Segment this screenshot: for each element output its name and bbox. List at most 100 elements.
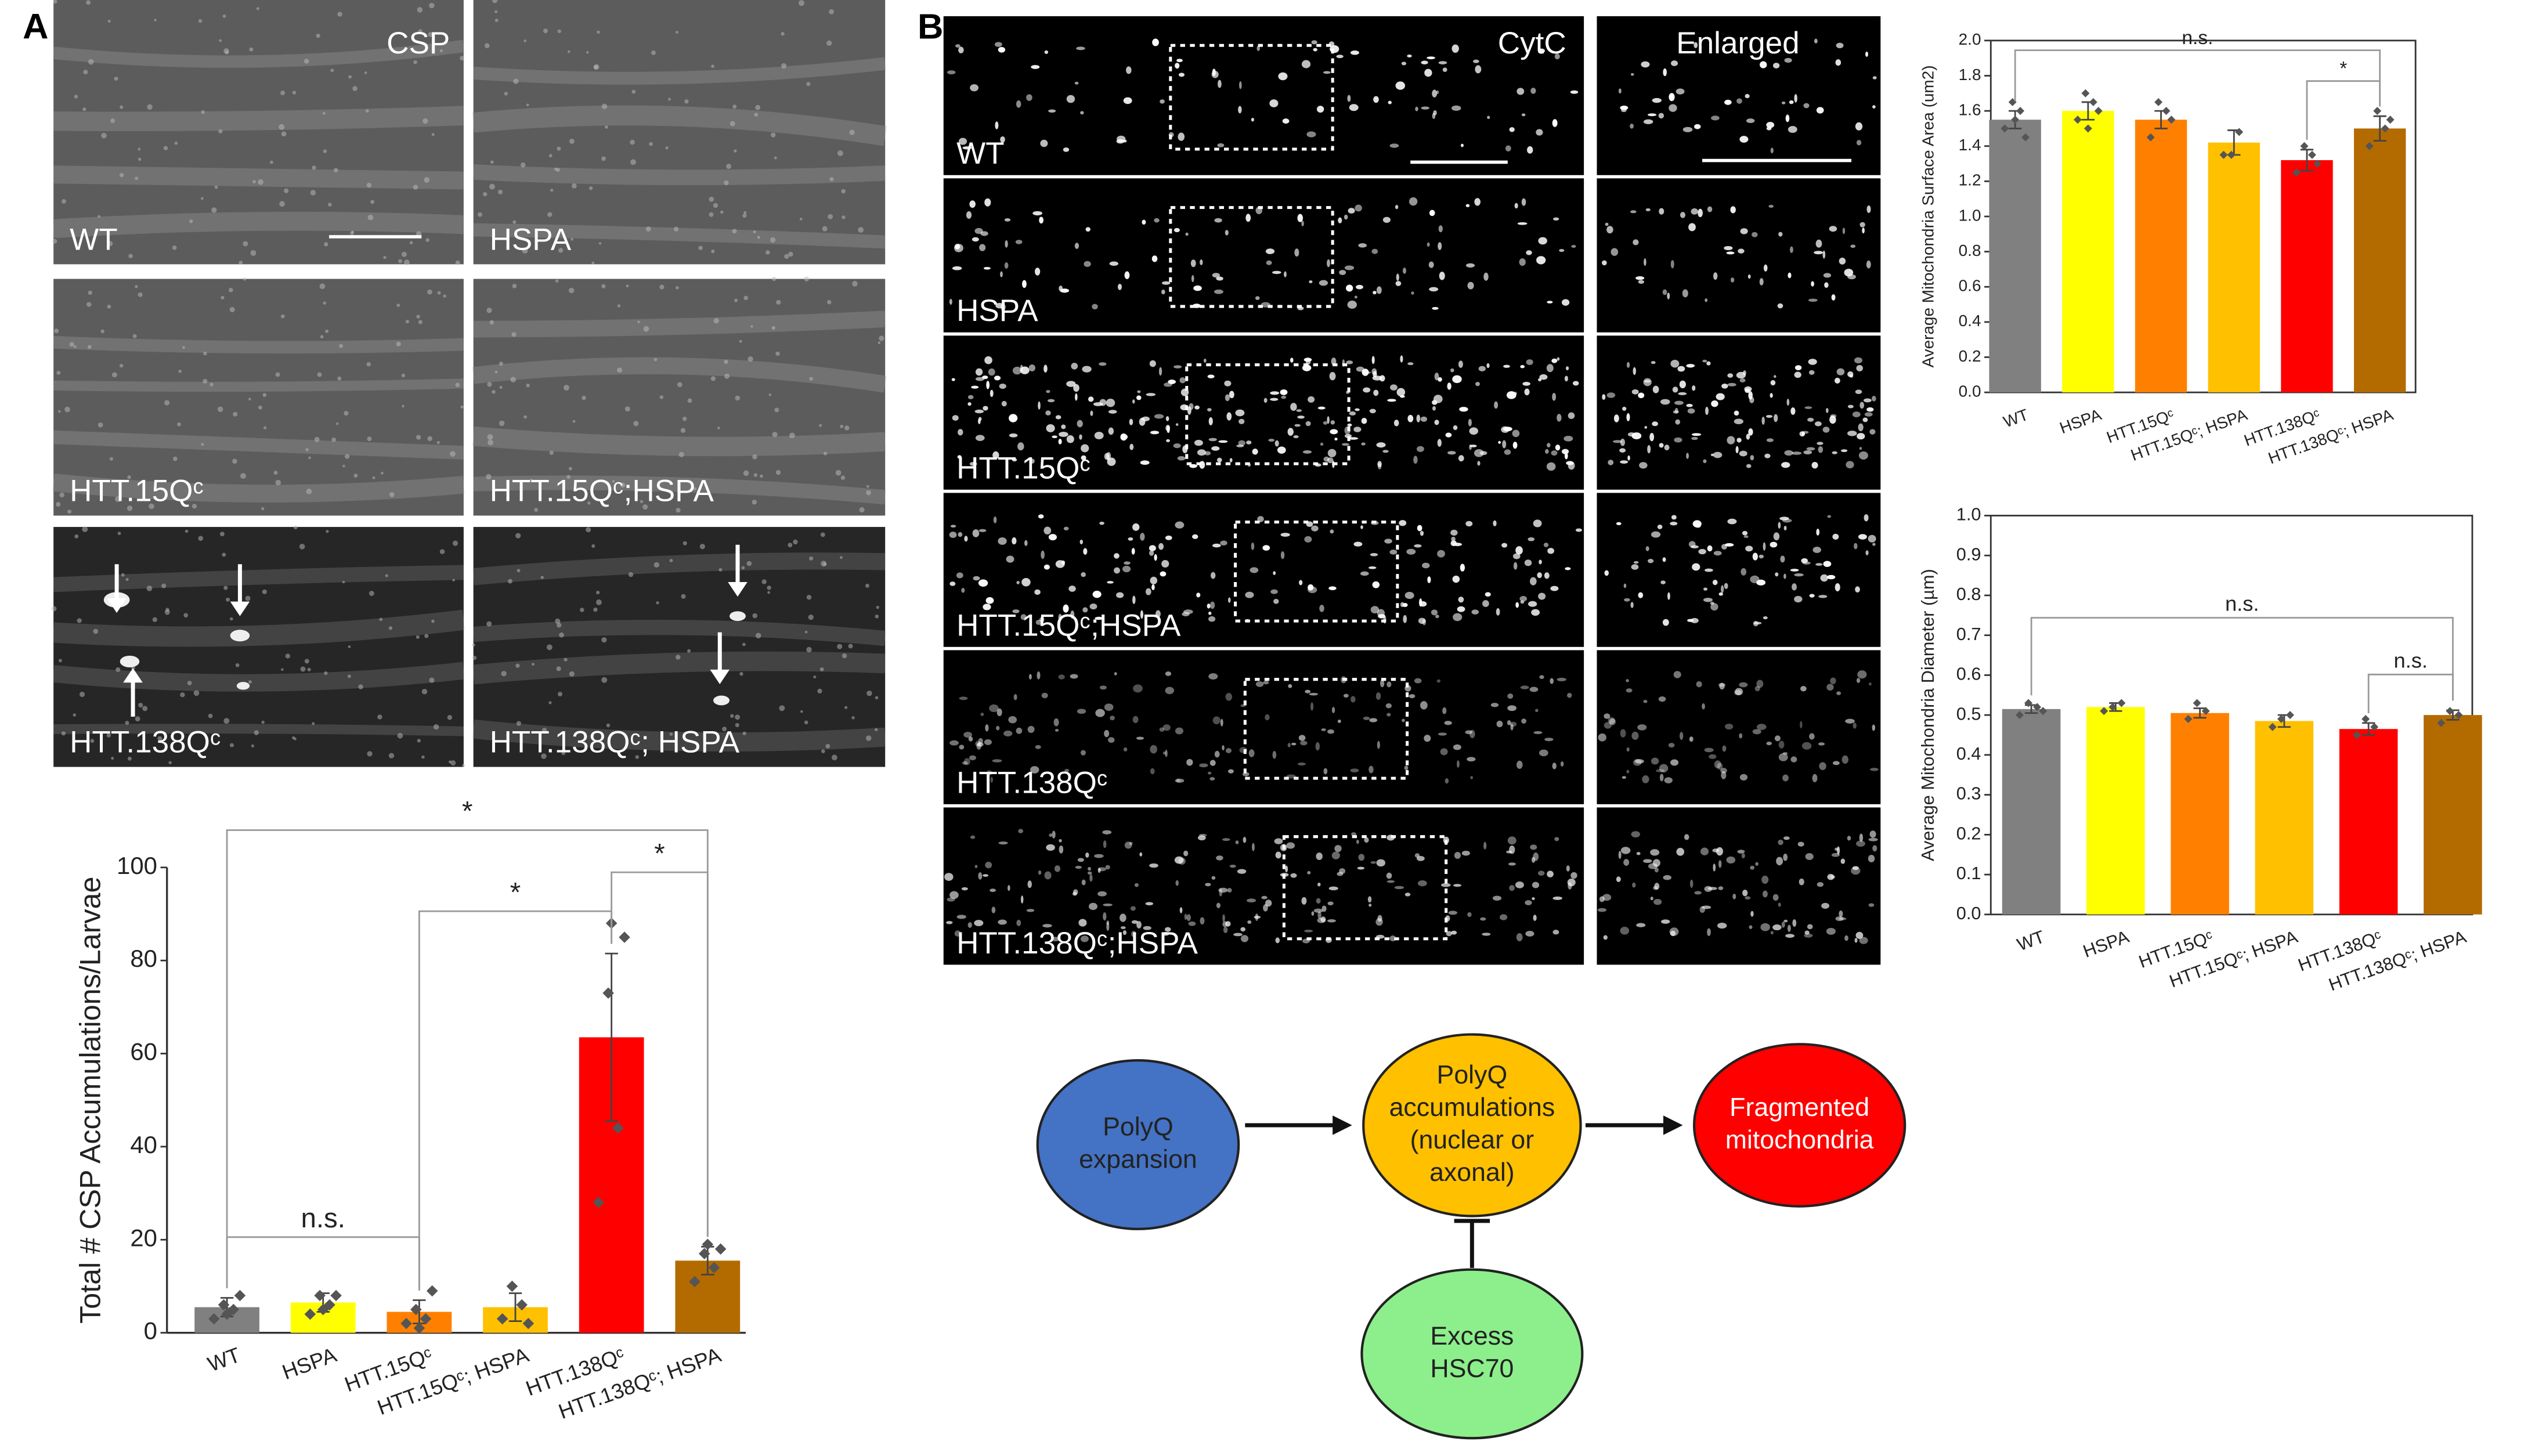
speckle [110,118,115,124]
speckle [742,731,746,735]
mitochondrion [1008,716,1017,724]
mitochondrion [1034,268,1041,276]
mitochondrion [1358,243,1367,248]
mitochondrion [1358,854,1365,861]
mitochondrion [1530,577,1537,586]
speckle [605,125,608,129]
speckle [788,251,793,257]
mitochondrion [1668,743,1675,748]
mitochondrion [1458,597,1464,603]
speckle [743,211,747,214]
node-label: Excess HSC70 [1430,1322,1514,1383]
mitochondrion [1089,603,1097,610]
mitochondrion [1059,839,1062,843]
speckle [709,196,714,202]
mitochondrion [1328,886,1338,891]
mitochondrion [1108,410,1117,414]
speckle [383,256,387,259]
speckle [665,146,669,150]
mitochondrion [1088,902,1098,911]
mitochondrion [1855,389,1862,394]
mitochondrion [1114,672,1117,675]
mitochondrion [1662,289,1667,295]
mitochondrion [1082,607,1088,613]
speckle [385,574,388,577]
mitochondrion [978,872,983,880]
mitochondrion [1703,459,1707,463]
speckle [642,504,648,510]
mitochondrion [1572,381,1579,386]
mitochondrion [1633,239,1639,245]
mitochondrion [1040,139,1048,147]
mitochondrion [1316,106,1324,113]
mitochondrion [1251,843,1255,851]
speckle [421,689,428,695]
mitochondrion [1136,395,1142,400]
mitochondrion [1847,371,1854,377]
speckle [429,2,435,9]
speckle [730,714,734,718]
speckle [180,692,185,698]
mitochondrion [1786,399,1790,406]
mitochondrion [1128,537,1133,541]
speckle [347,674,351,678]
mitochondrion [1529,687,1539,692]
mitochondrion [1044,871,1052,880]
mitochondrion [1552,763,1557,769]
y-tick-label: 0.4 [1959,312,1981,330]
mitochondrion [1545,449,1549,454]
mitochondrion [1635,276,1645,280]
speckle [865,583,869,588]
axon-band [53,609,465,647]
mitochondrion [1077,709,1086,714]
mitochondrion [1803,103,1810,109]
speckle [111,757,114,760]
speckle [300,666,306,672]
speckle [682,417,687,421]
mitochondrion [1465,521,1473,527]
mitochondrion [1483,272,1489,281]
mitochondrion [957,455,962,459]
axon-band [472,105,887,146]
mitochondrion [1307,870,1311,875]
speckle [306,488,312,494]
node-label-line: (nuclear or [1410,1126,1534,1154]
mitochondrion [1598,733,1606,742]
mitochondrion [1859,222,1865,227]
mitochondrion [1514,203,1518,209]
mitochondrion [1012,609,1020,613]
speckle [310,190,316,196]
mitochondrion [1308,586,1317,594]
mitochondrion [949,532,957,538]
mitochondrion [1750,865,1754,870]
mitochondrion [1347,95,1351,102]
speckle [550,189,554,192]
data-point [2235,128,2244,136]
mitochondrion [1001,400,1007,407]
mitochondrion [1465,730,1473,735]
mitochondrion [1482,933,1491,936]
speckle [781,32,785,36]
speckle [107,304,111,309]
speckle [735,722,739,728]
mitochondrion [1315,742,1320,751]
mitochondrion [1277,446,1286,454]
speckle [210,382,214,386]
mitochondrion [1762,890,1768,898]
mitochondrion [1547,870,1554,877]
mitochondrion [1605,222,1609,226]
speckle [656,601,659,605]
speckle [494,370,498,374]
mitochondrion [1717,922,1727,929]
mitochondrion [975,435,985,441]
mitochondrion [1281,395,1287,399]
speckle [135,716,140,722]
mitochondrion [1274,440,1279,447]
mitochondrion [1054,865,1061,872]
mitochondrion [1194,439,1203,446]
mitochondrion [1727,518,1737,525]
speckle [617,367,622,373]
speckle [734,149,737,153]
image-label: WT [70,222,117,256]
speckle [750,325,753,328]
